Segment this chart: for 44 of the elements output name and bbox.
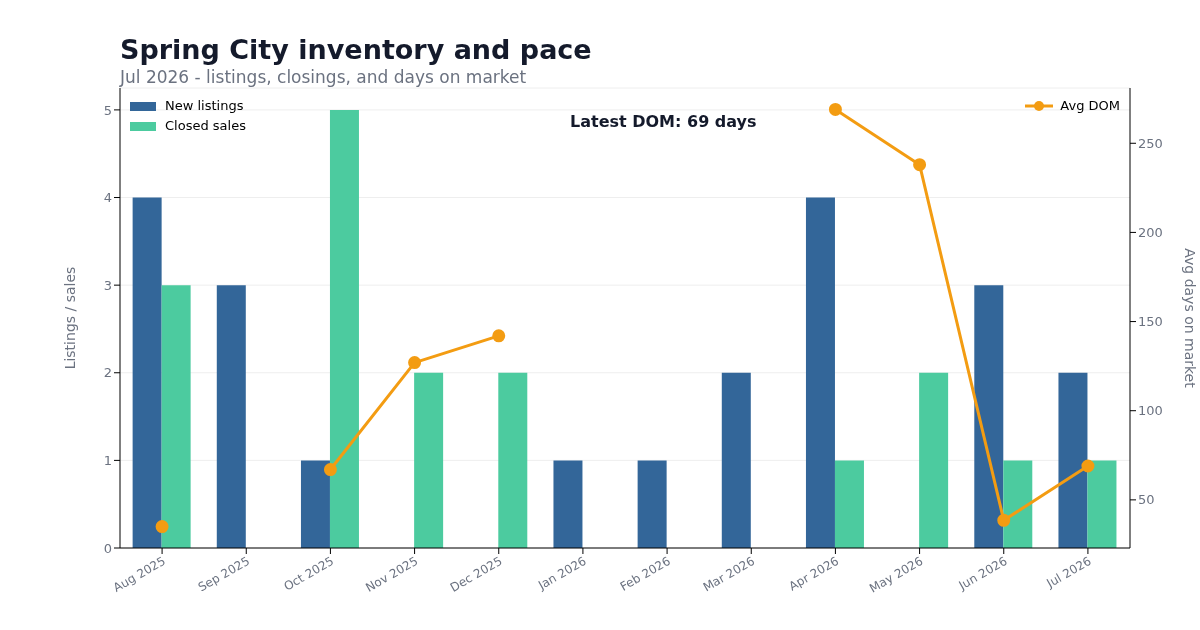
y-tick-label: 5 <box>103 102 112 118</box>
bar <box>637 460 667 548</box>
bar <box>216 285 246 548</box>
bar <box>498 372 528 548</box>
point <box>997 513 1011 527</box>
annotation: Latest DOM: 69 days <box>570 112 757 131</box>
y-tick-label: 1 <box>103 453 112 468</box>
bar <box>414 372 444 548</box>
legend-label: New listings <box>165 97 244 115</box>
y2-tick-label: 250 <box>1138 135 1163 151</box>
y2-tick-label: 100 <box>1138 403 1163 419</box>
chart-subtitle: Jul 2026 - listings, closings, and days on market <box>120 67 527 87</box>
bar <box>721 372 751 548</box>
chart-title: Spring City inventory and pace <box>120 34 592 65</box>
y-tick-label: 0 <box>103 540 112 556</box>
bar <box>161 285 191 548</box>
point <box>492 329 506 343</box>
bar <box>553 460 583 548</box>
y2-tick-label: 200 <box>1138 225 1163 241</box>
y2-tick-label: 50 <box>1138 492 1155 508</box>
bar <box>132 197 162 548</box>
y-tick-label: 4 <box>103 190 112 206</box>
y-tick-label: 3 <box>103 277 112 293</box>
point <box>1081 459 1095 473</box>
point <box>323 463 337 477</box>
bar <box>805 197 835 548</box>
point <box>155 520 169 534</box>
bar <box>1087 460 1117 548</box>
y-tick-label: 2 <box>103 365 112 381</box>
bar <box>300 460 330 548</box>
point <box>408 356 422 370</box>
y2-axis-title: Avg days on market <box>1182 248 1199 389</box>
point <box>913 158 927 172</box>
y-axis-title: Listings / sales <box>61 266 78 370</box>
legend-label: Avg DOM <box>1060 97 1120 115</box>
point <box>828 102 842 116</box>
bar <box>1003 460 1033 548</box>
y2-tick-label: 150 <box>1138 314 1163 330</box>
legend-label: Closed sales <box>165 117 246 135</box>
bar <box>1058 372 1088 548</box>
bar <box>834 460 864 548</box>
bar <box>329 109 359 548</box>
bar <box>974 285 1004 548</box>
bar <box>919 372 949 548</box>
